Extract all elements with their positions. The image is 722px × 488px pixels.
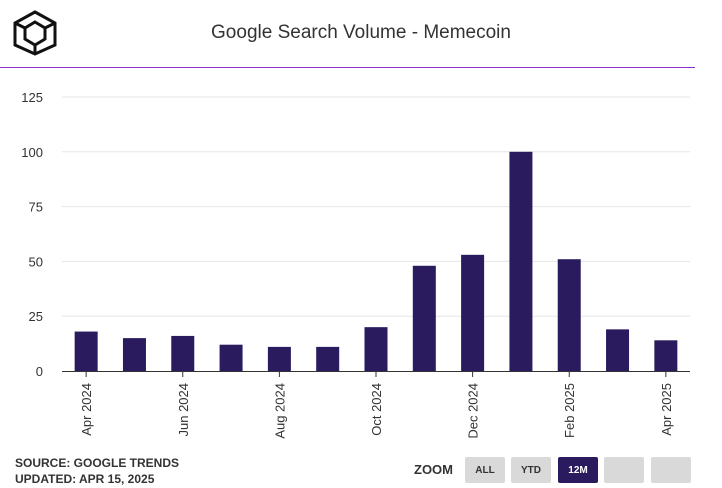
x-tick-label: Apr 2025 [659,383,674,436]
x-tick-label: Apr 2024 [79,383,94,436]
bar [654,340,678,371]
y-tick-label: 100 [21,145,43,160]
x-tick-label: Aug 2024 [272,383,287,439]
bar [509,151,533,371]
header-divider [0,67,695,68]
y-tick-label: 50 [29,254,43,269]
zoom-label: ZOOM [414,462,453,477]
bar [316,346,340,371]
bar [74,331,98,371]
zoom-all-button[interactable]: ALL [465,457,505,483]
bar [171,335,195,371]
logo-icon [13,10,57,56]
chart-title: Google Search Volume - Memecoin [211,22,511,43]
zoom-12m-button[interactable]: 12M [558,457,598,483]
y-tick-label: 75 [29,200,43,215]
bar [606,329,630,371]
bar [219,344,243,371]
y-tick-label: 0 [36,364,43,379]
zoom-ytd-button[interactable]: YTD [511,457,551,483]
zoom-extra-button-2[interactable] [651,457,691,483]
x-tick-label: Jun 2024 [176,383,191,437]
x-tick-label: Dec 2024 [466,383,481,439]
bar [267,346,291,371]
source-note: SOURCE: GOOGLE TRENDS UPDATED: APR 15, 2… [15,455,179,487]
bar [122,338,146,371]
bar [461,254,485,371]
y-tick-label: 25 [29,309,43,324]
bar-chart: 0 25 50 75 100 125 Apr 2024 Jun 2024 Aug 2024 Oct… [21,90,690,439]
source-text: SOURCE: GOOGLE TRENDS [15,456,180,470]
y-tick-label: 125 [21,90,43,105]
zoom-extra-button-1[interactable] [604,457,644,483]
x-tick-label: Oct 2024 [369,383,384,436]
bar [557,259,581,371]
bar [364,327,388,371]
bar [412,265,436,371]
x-tick-label: Feb 2025 [562,383,577,438]
updated-text: UPDATED: APR 15, 2025 [15,472,155,486]
